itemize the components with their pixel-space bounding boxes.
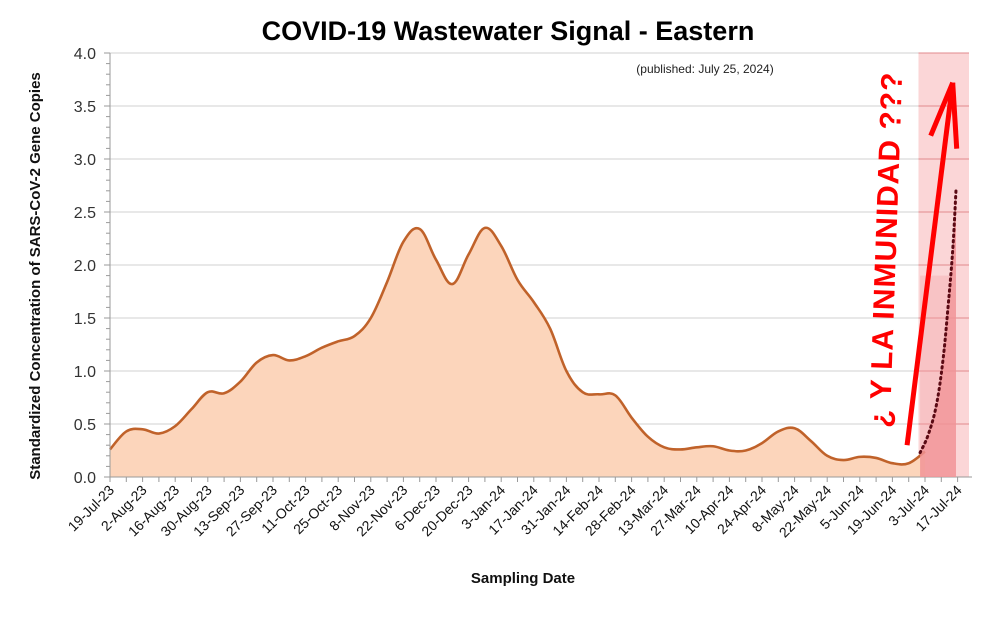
y-tick-label: 3.0 xyxy=(74,152,96,169)
y-tick-label: 0.0 xyxy=(74,470,96,487)
arrow-head-left xyxy=(928,81,956,137)
arrow-shaft xyxy=(904,82,956,446)
y-tick-label: 1.0 xyxy=(74,364,96,381)
y-tick-label: 2.0 xyxy=(74,258,96,275)
y-tick-label: 0.5 xyxy=(74,417,96,434)
axes xyxy=(104,52,972,482)
series-area-fill xyxy=(110,227,925,477)
projection-dotted-line xyxy=(918,189,958,455)
y-tick-label: 1.5 xyxy=(74,311,96,328)
y-tick-label: 2.5 xyxy=(74,205,96,222)
series-area-group xyxy=(109,226,926,477)
arrow-head-right xyxy=(950,82,960,149)
y-tick-labels: 0.0 0.5 1.0 1.5 2.0 2.5 3.0 3.5 4.0 xyxy=(74,46,96,487)
series-line xyxy=(109,226,926,466)
y-tick-label: 3.5 xyxy=(74,99,96,116)
x-axis-label: Sampling Date xyxy=(471,570,575,587)
projection-area-fill xyxy=(920,190,956,478)
y-tick-label: 4.0 xyxy=(74,46,96,63)
y-axis-label: Standardized Concentration of SARS-CoV-2… xyxy=(27,72,44,480)
chart-subtitle: (published: July 25, 2024) xyxy=(636,62,773,76)
chart-title: COVID-19 Wastewater Signal - Eastern xyxy=(262,16,755,46)
